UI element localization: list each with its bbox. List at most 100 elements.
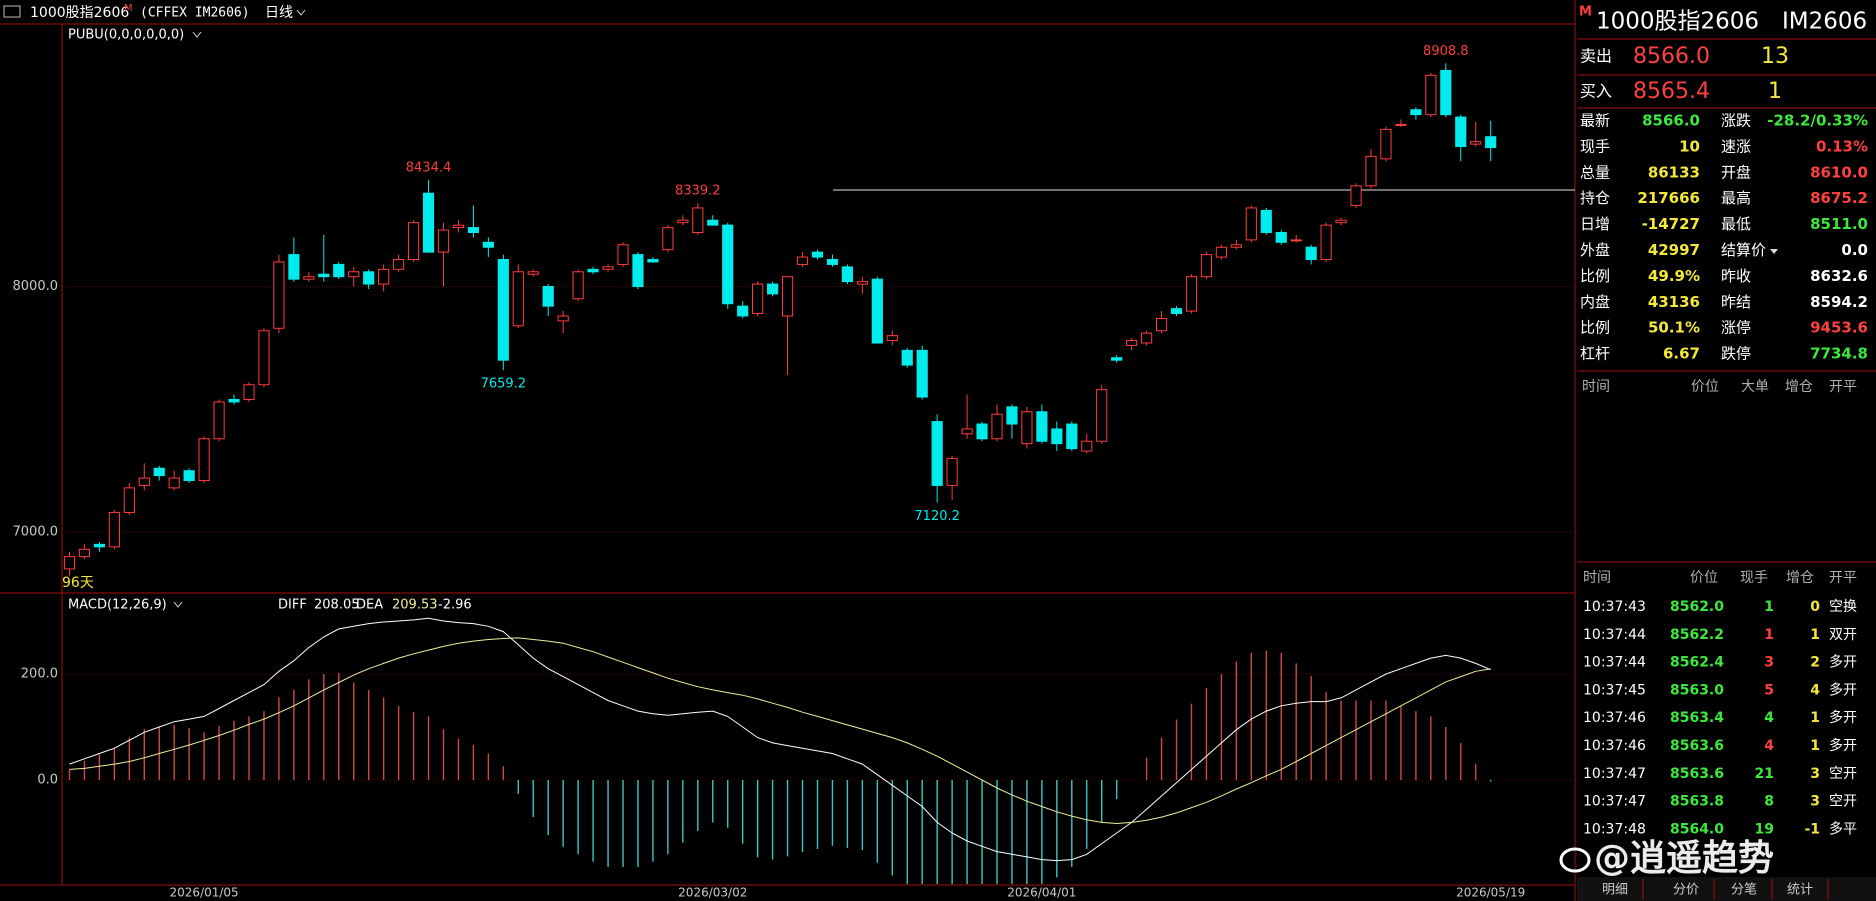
candle-body [976, 423, 988, 440]
symbol[interactable]: 1000股指2606 [30, 5, 129, 21]
tick-kind: 空换 [1829, 598, 1857, 615]
tab[interactable]: 统计 [1787, 883, 1813, 898]
buy-volume: 1 [1768, 79, 1782, 104]
candle-body [752, 283, 764, 315]
candle-body [93, 543, 105, 548]
candle-body [1245, 207, 1257, 241]
sell-volume: 13 [1761, 44, 1789, 69]
candle-body [617, 244, 629, 265]
candle-body [692, 207, 704, 233]
stat-label: 杠杆 [1580, 345, 1610, 363]
candle-body [841, 266, 853, 283]
stat-value: 8632.6 [1810, 267, 1868, 285]
tick-price: 8562.0 [1670, 599, 1724, 615]
candle-body [467, 227, 479, 233]
tick-time: 10:37:48 [1583, 821, 1646, 837]
low-label: 7659.2 [481, 377, 527, 392]
candle-body [168, 477, 180, 489]
candle-body [1081, 440, 1093, 452]
tick-time: 10:37:44 [1583, 627, 1646, 643]
tick-kind: 多开 [1829, 681, 1857, 698]
window-icon[interactable] [3, 5, 21, 18]
candle-body [512, 271, 524, 327]
column-header: 时间 [1582, 379, 1610, 395]
stat-label: 跌停 [1721, 345, 1751, 363]
stat-value: 7734.8 [1810, 345, 1868, 363]
macd-line [69, 617, 1491, 862]
column-header: 现手 [1740, 570, 1768, 586]
stat-value: 10 [1679, 137, 1700, 155]
tick-time: 10:37:44 [1583, 655, 1646, 671]
candle-body [363, 271, 375, 285]
tab[interactable]: 分价 [1673, 883, 1699, 898]
candle-body [303, 276, 315, 280]
candle-body [482, 241, 494, 248]
tick-change: 3 [1810, 766, 1820, 782]
candle-body [1155, 317, 1168, 332]
candle-body [1111, 357, 1123, 361]
candle-body [1126, 340, 1138, 346]
stat-value: 50.1% [1648, 319, 1700, 337]
candle-body [796, 256, 809, 265]
candle-body [348, 271, 360, 278]
tick-volume: 8 [1764, 794, 1774, 810]
candle-body [856, 281, 868, 285]
stat-value: 8511.0 [1810, 215, 1868, 233]
tick-volume: 19 [1755, 821, 1774, 837]
candle-body [826, 259, 839, 265]
macd-title[interactable]: MACD(12,26,9) [68, 598, 167, 613]
tick-kind: 多开 [1829, 737, 1857, 754]
period[interactable]: 日线 [265, 5, 293, 21]
candle-body [946, 457, 958, 486]
stat-label: 最新 [1580, 112, 1610, 130]
candle-body [108, 511, 120, 548]
column-header: 大单 [1741, 379, 1769, 395]
candle-body [557, 315, 569, 322]
histogram-value: -2.96 [438, 598, 472, 613]
legend-name: DEA [356, 598, 383, 613]
indicator-chevron[interactable] [192, 31, 202, 38]
candle-body [1275, 231, 1287, 243]
candle-body [198, 438, 210, 482]
candle-body [871, 278, 883, 344]
indicator-title[interactable]: PUBU(0,0,0,0,0,0) [68, 28, 184, 43]
candle-body [228, 398, 240, 403]
candle-body [886, 335, 898, 342]
candle-body [1230, 244, 1242, 248]
candle-body [1170, 308, 1183, 315]
candle-body [916, 349, 928, 398]
candle-body [572, 271, 584, 300]
stat-label: 结算价 [1721, 241, 1766, 259]
tick-volume: 3 [1764, 655, 1774, 671]
column-header: 开平 [1829, 379, 1857, 395]
stat-value: 8594.2 [1810, 293, 1868, 311]
candle-body [1185, 276, 1198, 312]
x-tick-label: 2026/05/19 [1456, 886, 1525, 900]
macd-chevron[interactable] [173, 601, 183, 608]
stat-value: -14727 [1642, 215, 1700, 233]
column-header: 价位 [1690, 570, 1718, 586]
candle-body [527, 271, 539, 275]
candle-body [931, 421, 943, 486]
quote-code: IM2606 [1782, 9, 1867, 35]
tab[interactable]: 分笔 [1731, 882, 1757, 898]
candle-body [1021, 411, 1033, 445]
candle-body [288, 254, 300, 280]
dropdown-triangle[interactable] [1770, 249, 1778, 254]
candle-body [961, 428, 973, 435]
candle-body [1320, 224, 1332, 261]
tab[interactable]: 明细 [1602, 883, 1628, 898]
candle-body [1200, 254, 1213, 278]
buy-label: 买入 [1580, 82, 1612, 101]
candle-body [1425, 74, 1437, 116]
candle-body [243, 384, 255, 400]
watermark-logo [1559, 847, 1591, 873]
legend-value: 208.05 [314, 598, 360, 613]
period-chevron[interactable] [296, 9, 306, 16]
tick-kind: 多平 [1829, 820, 1857, 837]
stat-value: 8566.0 [1642, 112, 1700, 130]
candle-body [1470, 141, 1482, 145]
sell-price: 8566.0 [1633, 44, 1710, 69]
x-tick-label: 2026/03/02 [678, 886, 747, 900]
tick-volume: 1 [1764, 627, 1774, 643]
